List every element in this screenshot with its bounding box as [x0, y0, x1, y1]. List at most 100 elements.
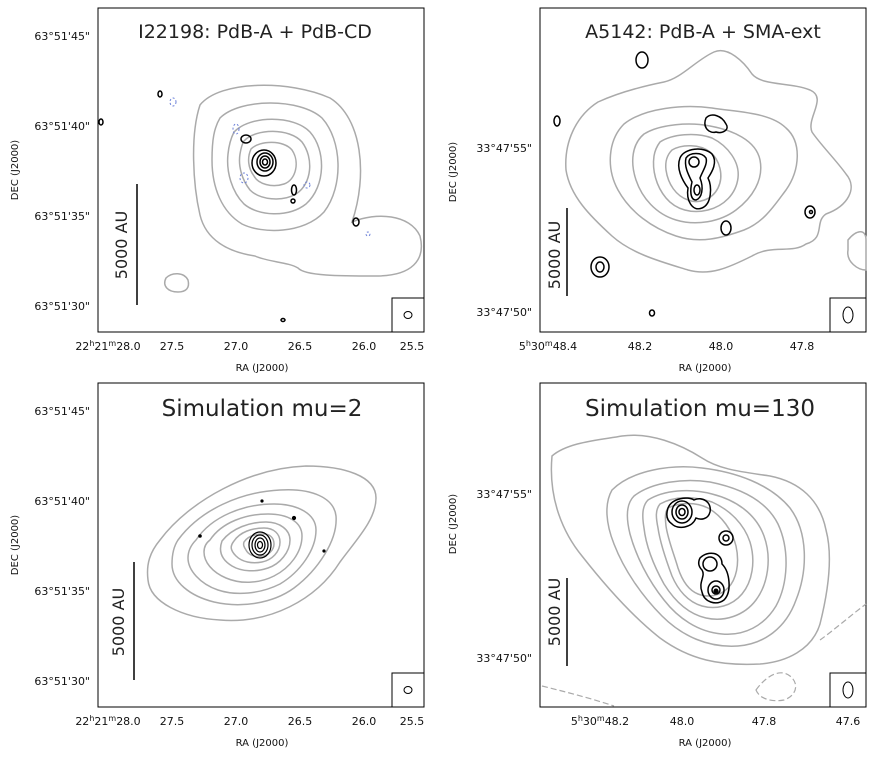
panel-4-beam: [842, 681, 854, 699]
panel-2-black-contour-4: [693, 184, 701, 196]
panel-4-dashed-contour-3: [541, 685, 615, 707]
panel-4-black-contour-2: [671, 500, 693, 524]
panel-1-black-clump-4: [352, 217, 360, 227]
panel-2-black-clump-4: [635, 51, 649, 69]
panel-3-xtick-1: 27.5: [160, 715, 185, 728]
panel-2-frame: [539, 7, 867, 333]
panel-1-black-contour-2: [256, 152, 274, 172]
panel-3-xtick-2: 27.0: [224, 715, 249, 728]
panel-3-xtick-3: 26.5: [288, 715, 313, 728]
panel-3-black-contour-1: [248, 531, 272, 559]
panel-4-frame: [539, 382, 867, 708]
panel-2-black-clump-1: [704, 114, 728, 134]
panel-4-scale-label: 5000 AU: [545, 578, 564, 646]
panel-3-black-dot-4: [322, 549, 326, 553]
panel-1-black-contour-4: [261, 158, 269, 166]
panel-1-gray-contour-4: [238, 130, 311, 200]
panel-2-gray-contours: [565, 49, 867, 273]
panel-1-black-clump-1: [240, 134, 252, 144]
panel-1-neg-contour-5: [365, 231, 371, 237]
panel-3-beam: [403, 686, 413, 694]
panel-1-xtick-4: 26.0: [352, 340, 377, 353]
panel-3-ytick-2: 63°51'35": [34, 585, 90, 598]
panel-1-ytick-3: 63°51'30": [34, 300, 90, 313]
panel-2-black-contour-1: [677, 148, 716, 210]
panel-1-gray-contour-5: [247, 141, 297, 187]
panel-1-gray-contour-1: [192, 84, 422, 277]
panel-4-black-clump-1: [718, 530, 734, 546]
panel-2-ylabel: DEC (J2000): [448, 142, 459, 202]
panel-3-beam-box: [391, 672, 425, 708]
panel-2-black-clump-6: [595, 261, 605, 273]
panel-1-beam-box: [391, 297, 425, 333]
panel-4-title: Simulation mu=130: [585, 396, 815, 422]
panel-1-negative-contours: [169, 97, 371, 237]
panel-4-ytick-1: 33°47'50": [476, 652, 532, 665]
panel-3-black-contour-3: [254, 537, 266, 553]
panel-2-xtick-0: 5h30m48.4: [519, 339, 577, 353]
panel-2-black-contour-3: [688, 156, 700, 168]
panel-4-gray-contours: [550, 434, 831, 666]
panel-4-black-contour-4: [678, 507, 686, 517]
panel-4-gray-contour-5: [655, 497, 754, 609]
panel-1-black-clump-3: [290, 198, 296, 204]
panel-2-gray-contour-2: [609, 105, 798, 241]
panel-1-frame: [97, 7, 425, 333]
panel-3-gray-contour-2: [171, 489, 337, 606]
panel-4-gray-contour-3: [626, 479, 787, 635]
panel-1-black-clump-6: [98, 118, 104, 126]
panel-1-title: I22198: PdB-A + PdB-CD: [138, 21, 372, 43]
panel-1-neg-contour-2: [232, 123, 240, 135]
panel-3-ytick-3: 63°51'30": [34, 675, 90, 688]
panel-4-black-contours: [666, 497, 734, 604]
panel-2-gray-contour-6: [847, 231, 867, 271]
panel-1-ylabel: DEC (J2000): [10, 140, 21, 200]
panel-3-gray-contour-6: [230, 527, 281, 564]
panel-3-black-contours: [198, 499, 326, 559]
panel-3-title: Simulation mu=2: [162, 396, 363, 422]
panel-3-gray-contour-4: [203, 513, 303, 583]
panel-3-ytick-0: 63°51'45": [34, 405, 90, 418]
panel-2-xtick-2: 48.0: [709, 340, 734, 353]
panel-3-black-dot-1: [260, 499, 264, 503]
panel-4-xtick-1: 48.0: [670, 715, 695, 728]
panel-4-black-peak: [713, 588, 719, 594]
panel-4: Simulation mu=130 33°47'55" 33°47'50" 5h…: [448, 382, 867, 749]
panel-4-ylabel: DEC (J2000): [448, 494, 459, 554]
panel-1-gray-contour-3: [226, 118, 323, 215]
panel-2-black-clump-2: [720, 220, 732, 236]
panel-2-gray-contour-3: [631, 123, 762, 224]
panel-4-ytick-0: 33°47'55": [476, 488, 532, 501]
panel-4-xtick-0: 5h30m48.2: [571, 714, 629, 728]
panel-2-gray-contour-1: [565, 49, 852, 273]
panel-4-gray-contour-2: [606, 466, 806, 647]
panel-1-ytick-2: 63°51'35": [34, 210, 90, 223]
panel-1-beam: [403, 311, 413, 319]
panel-4-xtick-2: 47.8: [752, 715, 777, 728]
panel-4-dashed-contour-2: [755, 672, 797, 702]
panel-2-xlabel: RA (J2000): [679, 363, 732, 374]
panel-2-black-clump-8: [648, 309, 656, 317]
panel-3: Simulation mu=2 63°51'45" 63°51'40" 63°5…: [10, 382, 425, 749]
panel-3-gray-contour-1: [146, 465, 377, 622]
panel-1-gray-contour-2: [211, 102, 339, 232]
panel-4-black-contour-1: [666, 497, 711, 529]
panel-2-black-clump-3b: [808, 209, 814, 215]
panel-4-xlabel: RA (J2000): [679, 738, 732, 749]
panel-4-xtick-3: 47.6: [836, 715, 861, 728]
panel-4-gray-contour-6: [664, 502, 739, 597]
panel-1-neg-contour-4: [303, 181, 311, 189]
panel-3-gray-contour-3: [187, 503, 317, 595]
panel-4-dashed-contour-1: [819, 603, 867, 641]
panel-4-gray-contour-1: [550, 434, 831, 666]
panel-2-black-clump-7: [553, 115, 561, 127]
panel-3-ytick-1: 63°51'40": [34, 495, 90, 508]
panel-2-gray-contour-4: [652, 133, 739, 213]
panel-1-gray-contours: [164, 84, 422, 293]
panel-2-ytick-0: 33°47'55": [476, 142, 532, 155]
panel-2-black-clump-3: [804, 205, 816, 219]
panel-1-xtick-0: 22h21m28.0: [75, 339, 140, 353]
panel-3-ylabel: DEC (J2000): [10, 515, 21, 575]
panel-3-frame: [97, 382, 425, 708]
